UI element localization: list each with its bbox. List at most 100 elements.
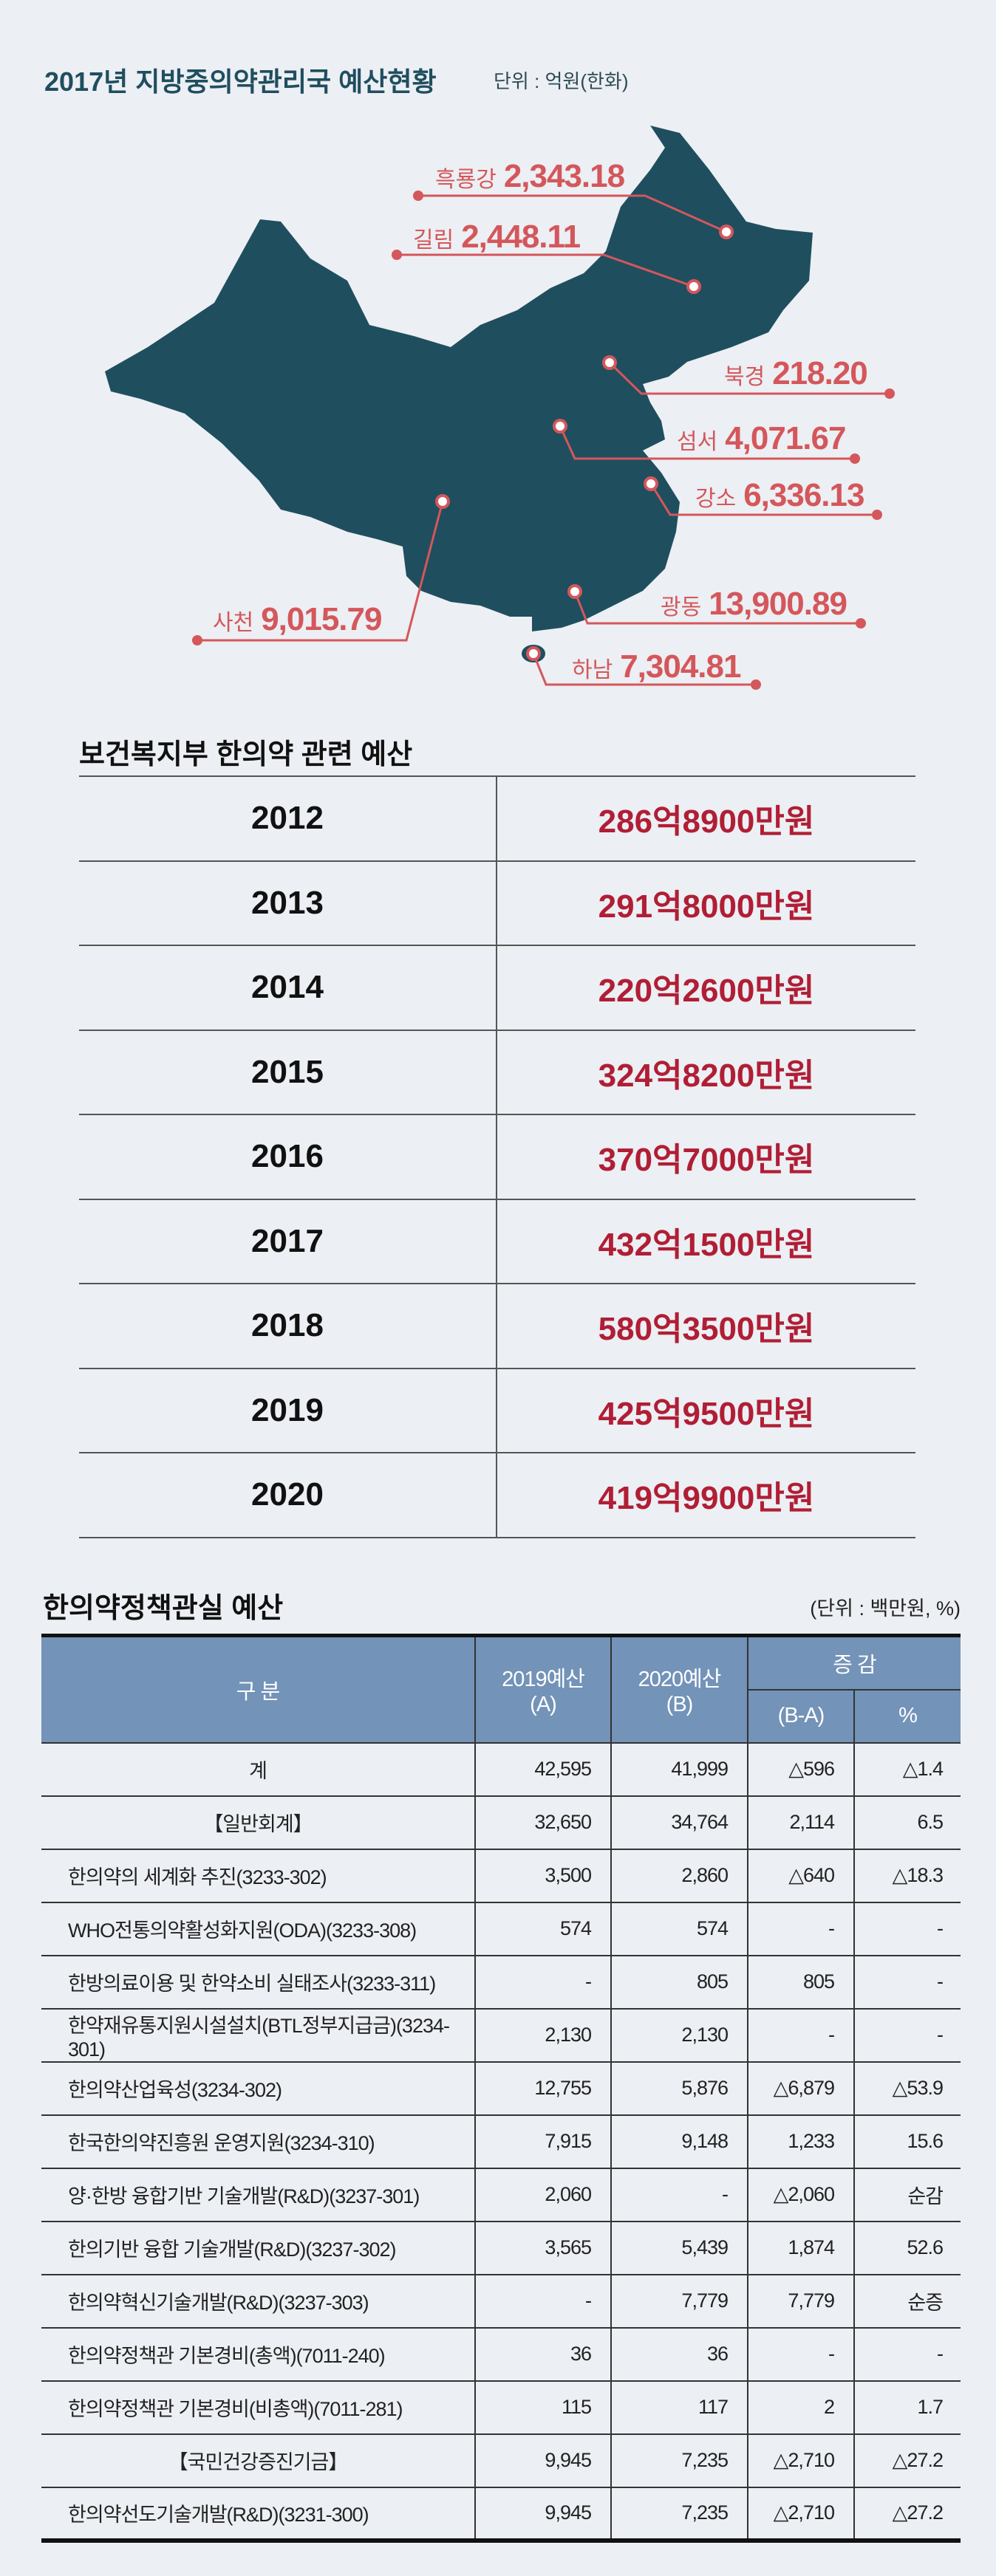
- item-name-cell: 한약재유통지원시설설치(BTL정부지급금)(3234-301): [41, 2007, 475, 2062]
- mohw-budget-table: 2012 286억8900만원 2013 291억8000만원 2014 220억2600…: [79, 775, 915, 1538]
- year-cell: 2020: [79, 1452, 497, 1538]
- header-diff: (B-A): [748, 1688, 855, 1744]
- diff-cell: △2,060: [747, 2167, 854, 2222]
- item-name-cell: 한의기반 융합 기술개발(R&D)(3237-302): [41, 2220, 475, 2275]
- map-title: 2017년 지방중의약관리국 예산현황: [44, 66, 437, 97]
- year-cell: 2018: [79, 1283, 497, 1369]
- header-pct: %: [853, 1688, 961, 1744]
- leader-end-dot: [884, 388, 895, 399]
- leader-end-dot: [413, 191, 423, 201]
- pct-cell: -: [853, 1954, 961, 2009]
- pct-cell: 순증: [853, 2273, 961, 2328]
- diff-cell: 1,874: [747, 2220, 854, 2275]
- pct-cell: △27.2: [853, 2486, 961, 2543]
- region-label: 북경 218.20: [724, 355, 868, 392]
- table-row: 2016 370억7000만원: [79, 1114, 915, 1200]
- amount-cell: 419억9900만원: [497, 1452, 915, 1538]
- budget-2020-cell: 574: [610, 1901, 748, 1956]
- budget-2020-cell: 805: [610, 1954, 748, 2009]
- item-name-cell: 한의약산업육성(3234-302): [41, 2061, 475, 2115]
- region-value: 2,343.18: [503, 158, 625, 194]
- table-row: 한방의료이용 및 한약소비 실태조사(3233-311) -805 805-: [41, 1954, 961, 2009]
- leader-line: [397, 253, 695, 288]
- budget-2019-cell: 42,595: [474, 1741, 611, 1796]
- table-row: 2018 580억3500만원: [79, 1283, 915, 1369]
- item-name-cell: 양·한방 융합기반 기술개발(R&D)(3237-301): [41, 2167, 475, 2222]
- leader-line: [608, 361, 890, 395]
- region-name: 흑룡강: [435, 168, 497, 192]
- region-label: 섬서 4,071.67: [677, 420, 846, 457]
- location-marker-icon: [435, 494, 450, 509]
- budget-2020-cell: 7,779: [610, 2273, 748, 2328]
- location-marker-icon: [686, 279, 701, 294]
- amount-cell: 432억1500만원: [497, 1198, 915, 1284]
- table-row: WHO전통의약활성화지원(ODA)(3233-308) 574 574- -: [41, 1901, 961, 1956]
- diff-cell: △640: [747, 1848, 854, 1902]
- table-row: 【국민건강증진기금】 9,945 7,235 △2,710 △27.2: [41, 2433, 961, 2487]
- diff-cell: △2,710: [747, 2433, 854, 2487]
- budget-2020-cell: 41,999: [610, 1741, 748, 1796]
- budget-2019-cell: 3,565: [474, 2220, 611, 2275]
- pct-cell: △53.9: [853, 2061, 961, 2115]
- pct-cell: 6.5: [853, 1795, 961, 1849]
- pct-cell: 52.6: [853, 2220, 961, 2275]
- header-category: 구 분: [41, 1634, 476, 1744]
- table-row: 【일반회계】 32,650 34,764 2,114 6.5: [41, 1795, 961, 1849]
- diff-cell: -: [747, 2326, 854, 2381]
- budget-2019-cell: 115: [474, 2380, 611, 2434]
- table-row: 2015 324억8200만원: [79, 1029, 915, 1115]
- diff-cell: 2: [747, 2380, 854, 2434]
- diff-cell: 805: [747, 1954, 854, 2009]
- budget-2020-cell: 2,860: [610, 1848, 748, 1902]
- pct-cell: -: [853, 2007, 961, 2062]
- budget-2020-cell: 7,235: [610, 2433, 748, 2487]
- leader-end-dot: [856, 618, 866, 628]
- budget-2019-cell: 32,650: [474, 1795, 611, 1849]
- region-value: 13,900.89: [709, 586, 847, 622]
- budget-2020-cell: -: [610, 2167, 748, 2222]
- region-label: 광동 13,900.89: [661, 586, 847, 623]
- year-cell: 2014: [79, 945, 497, 1031]
- table-row: 한약재유통지원시설설치(BTL정부지급금)(3234-301) 2,130 2,13…: [41, 2007, 961, 2062]
- leader-end-dot: [751, 679, 761, 690]
- budget-2020-cell: 7,235: [610, 2486, 748, 2543]
- diff-cell: 7,779: [747, 2273, 854, 2328]
- location-marker-icon: [526, 646, 541, 661]
- leader-line: [559, 425, 855, 460]
- policy-budget-title: 한의약정책관실 예산: [43, 1593, 284, 1624]
- year-cell: 2016: [79, 1114, 497, 1200]
- table-row: 2017 432억1500만원: [79, 1198, 915, 1284]
- china-map: [105, 126, 895, 690]
- leader-end-dot: [392, 250, 402, 260]
- item-name-cell: 한의약혁신기술개발(R&D)(3237-303): [41, 2273, 475, 2328]
- diff-cell: -: [747, 1901, 854, 1956]
- table-row: 한의약산업육성(3234-302) 12,755 5,876 △6,879 △53.9: [41, 2061, 961, 2115]
- budget-2019-cell: 7,915: [474, 2114, 611, 2168]
- table-row: 2012 286억8900만원: [79, 775, 915, 862]
- diff-cell: △6,879: [747, 2061, 854, 2115]
- region-value: 2,448.11: [461, 219, 581, 255]
- leader-line: [573, 591, 861, 625]
- policy-budget-table: 구 분 2019예산 (A) 2020예산 (B) 증 감 (B-A) % 계 42,…: [41, 1634, 961, 2543]
- budget-2020-cell: 34,764: [610, 1795, 748, 1849]
- leader-end-dot: [872, 510, 882, 520]
- region-name: 사천: [213, 611, 254, 635]
- pct-cell: -: [853, 2326, 961, 2381]
- budget-2020-cell: 36: [610, 2326, 748, 2381]
- location-marker-icon: [719, 225, 734, 239]
- year-cell: 2015: [79, 1029, 497, 1115]
- region-name: 강소: [695, 487, 737, 511]
- region-value: 7,304.81: [620, 648, 741, 685]
- map-leader-lines: [192, 191, 895, 690]
- item-name-cell: 한방의료이용 및 한약소비 실태조사(3233-311): [41, 1954, 475, 2009]
- region-label: 하남 7,304.81: [572, 648, 741, 685]
- location-marker-icon: [602, 355, 617, 370]
- policy-budget-unit: (단위 : 백만원, %): [810, 1597, 961, 1620]
- table-row: 한국한의약진흥원 운영지원(3234-310) 7,915 9,148 1,233 15…: [41, 2114, 961, 2168]
- year-cell: 2012: [79, 775, 497, 862]
- budget-2019-cell: 9,945: [474, 2486, 611, 2543]
- budget-2020-cell: 5,439: [610, 2220, 748, 2275]
- budget-2019-cell: 12,755: [474, 2061, 611, 2115]
- budget-2019-cell: 3,500: [474, 1848, 611, 1902]
- china-mainland-shape: [105, 126, 813, 631]
